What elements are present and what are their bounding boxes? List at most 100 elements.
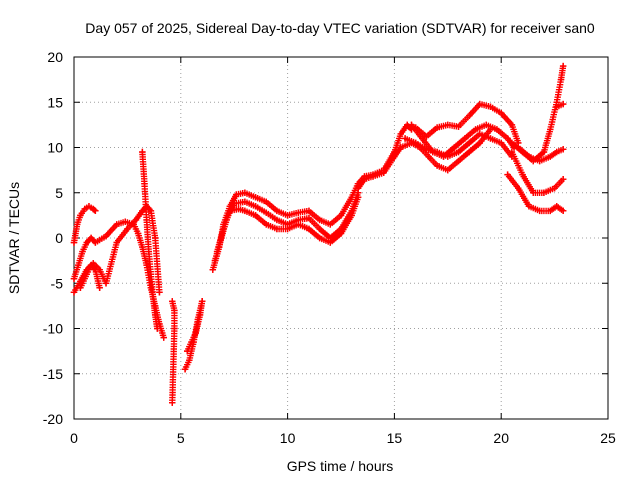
data-point — [252, 212, 259, 219]
data-point — [536, 207, 543, 215]
data-point — [433, 148, 441, 156]
data-point — [196, 311, 204, 319]
data-point — [519, 171, 526, 178]
data-point — [184, 347, 191, 355]
y-tick-label: 5 — [55, 185, 63, 201]
data-point — [171, 307, 178, 314]
data-point — [79, 248, 86, 255]
data-point — [87, 234, 95, 242]
data-point — [547, 126, 554, 133]
series-track-22 — [553, 100, 567, 110]
data-point — [305, 214, 313, 222]
data-point — [154, 325, 161, 332]
data-point — [397, 144, 405, 151]
data-point — [139, 148, 146, 156]
series-track-21 — [508, 62, 567, 165]
series-track-4 — [77, 261, 103, 291]
data-point — [231, 200, 238, 207]
data-point — [96, 284, 103, 291]
data-point — [92, 266, 99, 273]
data-point — [85, 203, 93, 210]
x-axis: 0 5 10 15 20 25 — [70, 57, 616, 446]
data-point — [559, 146, 567, 153]
x-axis-label: GPS time / hours — [287, 458, 394, 474]
data-point — [77, 284, 84, 291]
data-point — [369, 173, 377, 180]
y-tick-label: 15 — [47, 94, 63, 110]
data-point — [487, 135, 494, 142]
data-point — [536, 157, 543, 165]
data-point — [77, 212, 84, 219]
data-point — [423, 146, 430, 153]
data-point — [327, 221, 334, 228]
series-track-19 — [508, 148, 567, 196]
data-point — [557, 76, 565, 83]
data-point — [553, 148, 560, 156]
data-point — [508, 148, 516, 156]
data-point — [444, 153, 451, 160]
y-tick-label: -10 — [43, 321, 63, 337]
data-point — [192, 329, 199, 337]
data-point — [139, 243, 146, 251]
x-tick-label: 5 — [177, 430, 185, 446]
data-point — [361, 175, 368, 183]
y-tick-label: 20 — [47, 49, 63, 65]
series-track-16 — [412, 100, 522, 147]
data-point — [433, 162, 441, 169]
data-point — [476, 100, 484, 108]
data-point — [83, 271, 91, 278]
data-point — [241, 207, 249, 215]
data-point — [547, 207, 554, 215]
data-point — [122, 218, 129, 225]
data-point — [551, 185, 558, 192]
data-point — [169, 399, 176, 406]
data-point — [316, 234, 323, 242]
data-point — [559, 62, 567, 70]
data-point — [147, 207, 155, 215]
data-point — [143, 216, 150, 224]
data-point — [530, 189, 537, 196]
data-point — [465, 148, 473, 156]
series-track-6 — [169, 298, 178, 406]
data-point — [171, 325, 178, 332]
data-point — [252, 203, 259, 210]
data-point — [476, 139, 484, 147]
data-point — [220, 225, 227, 233]
data-point — [169, 298, 176, 305]
data-point — [337, 212, 345, 219]
data-point — [92, 207, 99, 215]
data-point — [70, 239, 78, 246]
data-point — [455, 157, 462, 165]
data-point — [425, 153, 432, 160]
data-point — [263, 221, 270, 228]
data-point — [444, 166, 451, 174]
y-axis-label: SDTVAR / TECUs — [6, 182, 22, 294]
data-point — [284, 225, 291, 233]
data-point — [151, 234, 159, 242]
x-tick-label: 20 — [493, 430, 509, 446]
data-point — [132, 216, 140, 224]
data-point — [559, 100, 567, 108]
chart-title: Day 057 of 2025, Sidereal Day-to-day VTE… — [85, 20, 595, 36]
data-point — [113, 239, 120, 246]
series-track-8 — [184, 298, 206, 355]
data-point — [273, 216, 281, 224]
data-point — [149, 293, 157, 301]
data-point — [284, 212, 291, 219]
data-point — [102, 280, 110, 287]
data-point — [273, 225, 281, 233]
data-point — [504, 171, 511, 178]
data-point — [412, 124, 419, 131]
data-point — [337, 230, 345, 237]
data-point — [156, 289, 163, 296]
data-point — [74, 221, 81, 228]
y-tick-label: 0 — [55, 230, 63, 246]
data-point — [241, 198, 249, 205]
data-point — [139, 207, 146, 215]
data-point — [433, 124, 441, 131]
data-point — [263, 209, 270, 216]
series-track-1 — [70, 203, 99, 246]
data-point — [145, 248, 152, 255]
data-point — [498, 139, 505, 147]
data-point — [461, 135, 469, 142]
